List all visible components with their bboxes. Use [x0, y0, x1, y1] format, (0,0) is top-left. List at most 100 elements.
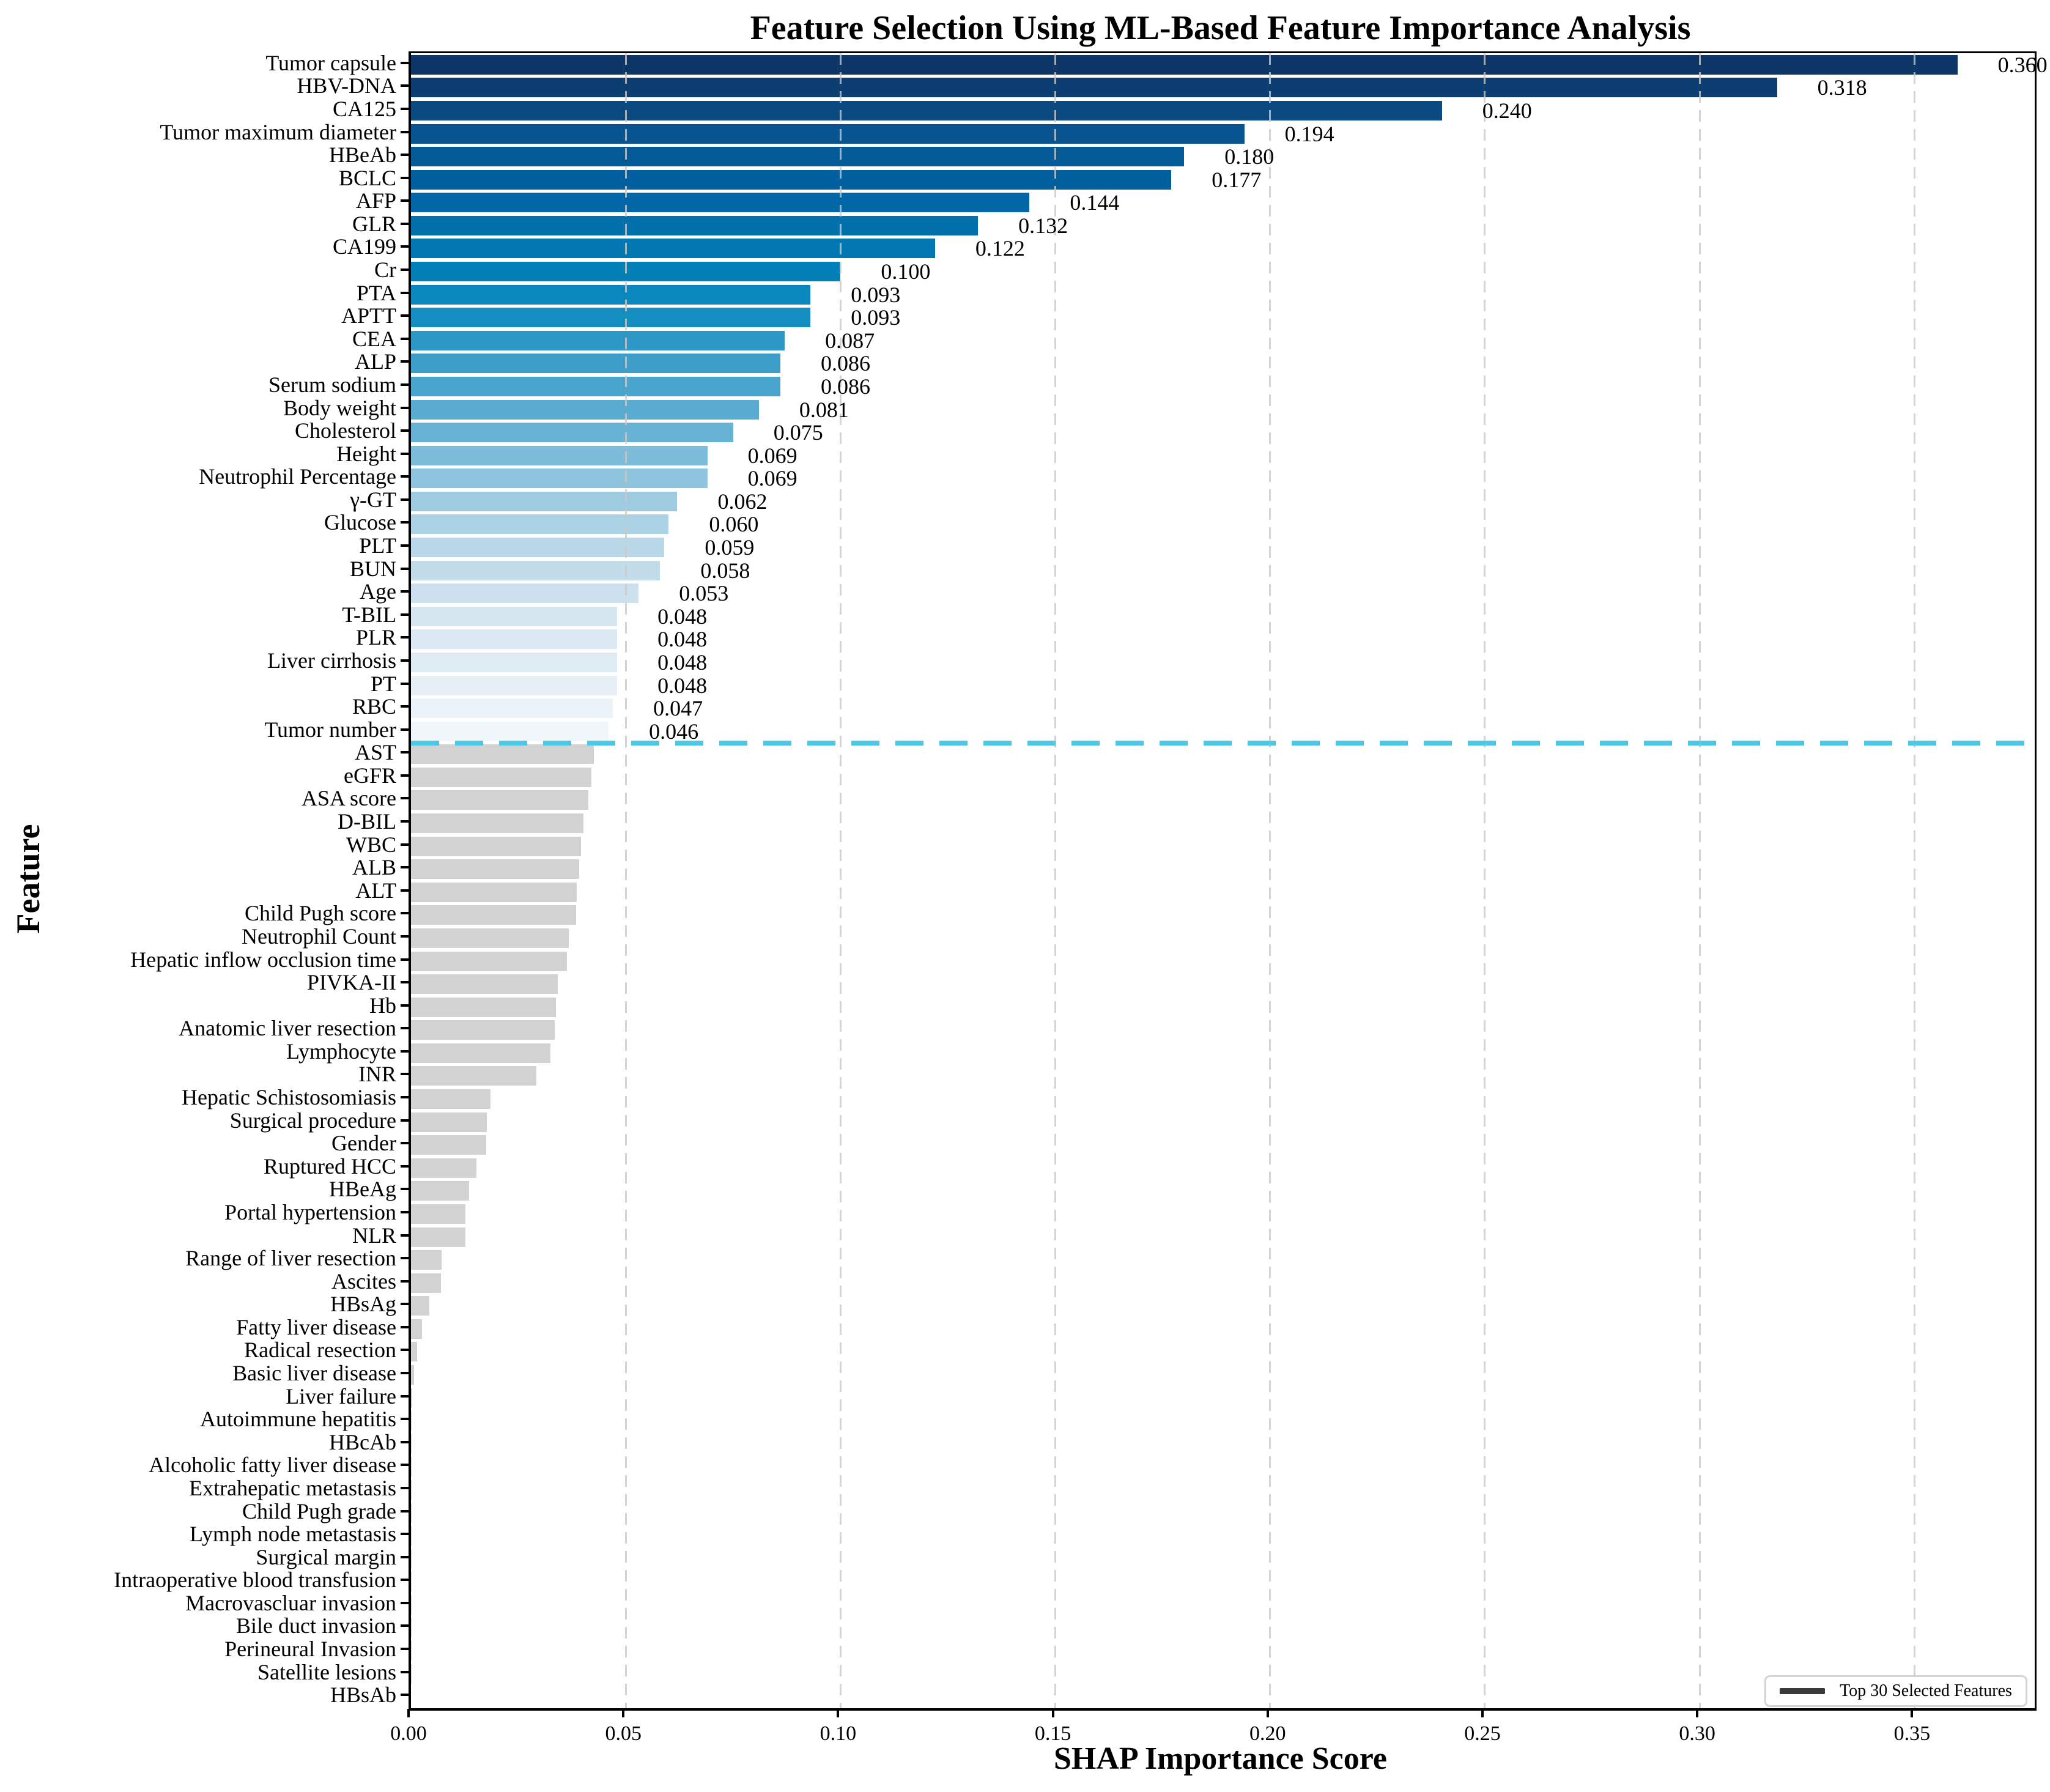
y-tick-label: Anatomic liver resection	[179, 1016, 396, 1041]
y-tick-label: Gender	[331, 1131, 396, 1156]
y-tick	[401, 291, 409, 294]
y-tick-label: Glucose	[324, 510, 396, 535]
value-label: 0.058	[700, 558, 750, 583]
y-tick-label: Child Pugh grade	[242, 1498, 396, 1524]
bar-liver-failure	[411, 1388, 413, 1408]
y-tick-label: Neutrophil Count	[242, 924, 396, 949]
bar-neutrophil-percentage	[411, 468, 708, 489]
y-tick	[401, 521, 409, 524]
x-tick	[1911, 1709, 1914, 1717]
value-label: 0.075	[773, 420, 823, 445]
y-tick-label: Basic liver disease	[232, 1361, 396, 1386]
bar-gender	[411, 1135, 486, 1155]
y-tick-label: AST	[354, 740, 396, 765]
y-tick-label: Macrovascluar invasion	[185, 1590, 396, 1615]
y-tick	[401, 659, 409, 662]
y-tick-label: Hepatic Schistosomiasis	[182, 1085, 396, 1110]
bar-lymph-node-metastasis	[411, 1526, 412, 1546]
y-tick-label: Cr	[374, 257, 396, 283]
bar-alp	[411, 354, 781, 374]
y-tick	[401, 958, 409, 961]
y-tick-label: Extrahepatic metastasis	[189, 1475, 396, 1500]
value-label: 0.048	[657, 627, 708, 652]
value-label: 0.048	[657, 604, 708, 629]
y-tick	[401, 1027, 409, 1030]
y-tick-label: Cholesterol	[295, 418, 396, 443]
gridline	[624, 53, 627, 1708]
y-tick-label: AFP	[355, 188, 396, 213]
y-tick-label: Portal hypertension	[224, 1199, 396, 1224]
x-tick	[407, 1709, 410, 1717]
bar-age	[411, 583, 639, 604]
y-tick	[401, 475, 409, 478]
y-tick	[401, 820, 409, 823]
bar-ca199	[411, 239, 935, 259]
value-label: 0.100	[881, 259, 931, 284]
value-label: 0.059	[705, 535, 755, 560]
y-tick-label: PTA	[356, 280, 396, 305]
y-tick	[401, 889, 409, 892]
value-label: 0.069	[747, 443, 797, 468]
bar-hb	[411, 997, 557, 1017]
y-tick-label: eGFR	[343, 763, 396, 788]
x-tick	[1481, 1709, 1484, 1717]
y-tick	[401, 636, 409, 639]
y-tick-label: Fatty liver disease	[236, 1314, 396, 1339]
bar-range-of-liver-resection	[411, 1250, 442, 1270]
bar-portal-hypertension	[411, 1204, 466, 1224]
bar-wbc	[411, 836, 582, 856]
y-tick	[401, 199, 409, 202]
y-tick-label: ALT	[355, 878, 396, 903]
y-tick	[401, 1210, 409, 1213]
y-tick-label: Liver failure	[286, 1383, 396, 1409]
x-tick	[1051, 1709, 1054, 1717]
x-axis-title: SHAP Importance Score	[1054, 1741, 1387, 1776]
y-tick-label: ALP	[354, 349, 396, 374]
bar-basic-liver-disease	[411, 1365, 414, 1385]
legend-label: Top 30 Selected Features	[1840, 1681, 2012, 1700]
bar-ascites	[411, 1273, 442, 1293]
value-label: 0.318	[1817, 75, 1867, 100]
value-label: 0.048	[657, 673, 708, 698]
gridline	[1913, 53, 1915, 1708]
y-tick-label: HBeAb	[329, 143, 396, 168]
value-label: 0.144	[1070, 190, 1120, 215]
value-label: 0.081	[799, 397, 849, 422]
y-tick	[401, 130, 409, 133]
bar-tumor-number	[411, 721, 609, 741]
y-tick	[401, 590, 409, 593]
legend-line-swatch	[1780, 1688, 1826, 1694]
value-label: 0.122	[975, 236, 1025, 261]
x-tick-label: 0.15	[1034, 1722, 1071, 1745]
y-tick-label: Tumor capsule	[265, 50, 396, 75]
bar-pivka-ii	[411, 974, 558, 994]
y-tick-label: Satellite lesions	[257, 1659, 396, 1684]
bar-anatomic-liver-resection	[411, 1020, 555, 1040]
y-tick-label: PIVKA-II	[307, 970, 396, 995]
x-tick	[622, 1709, 625, 1717]
y-tick	[401, 866, 409, 869]
y-tick-label: Surgical margin	[256, 1544, 396, 1569]
y-tick-label: APTT	[341, 303, 396, 328]
bar-autoimmune-hepatitis	[411, 1411, 412, 1431]
value-label: 0.087	[825, 328, 875, 353]
value-label: 0.060	[709, 512, 759, 537]
y-tick-label: Range of liver resection	[185, 1246, 396, 1271]
bar-tumor-capsule	[411, 54, 1958, 75]
y-tick	[401, 1119, 409, 1122]
bar-ca125	[411, 100, 1442, 120]
y-tick-label: Lymph node metastasis	[190, 1522, 396, 1547]
x-tick-label: 0.30	[1679, 1722, 1715, 1745]
y-tick	[401, 1188, 409, 1191]
value-label: 0.062	[717, 489, 768, 514]
y-tick-label: HBeAg	[329, 1177, 396, 1202]
y-tick-label: Autoimmune hepatitis	[200, 1407, 396, 1432]
y-tick	[401, 1257, 409, 1260]
bar-plt	[411, 538, 665, 558]
y-tick-label: RBC	[352, 694, 396, 719]
y-tick-label: Tumor maximum diameter	[160, 119, 396, 144]
bar-pta	[411, 284, 811, 305]
bar-child-pugh-grade	[411, 1503, 412, 1523]
y-tick	[401, 1142, 409, 1145]
